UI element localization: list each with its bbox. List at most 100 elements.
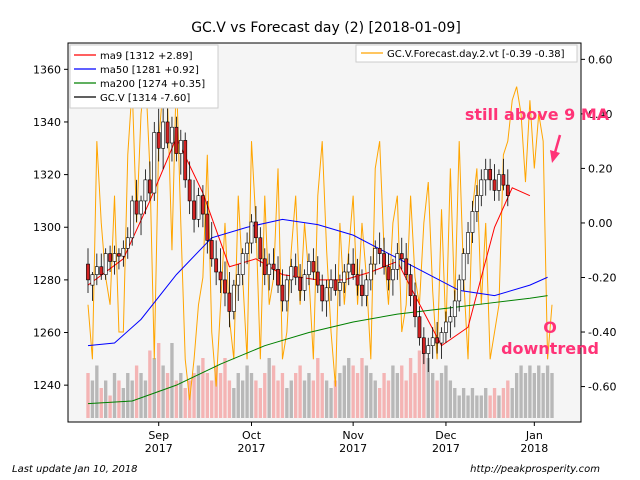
- candle-down: [187, 179, 192, 202]
- candle-up: [324, 287, 329, 302]
- candle-up: [497, 174, 501, 191]
- candle-down: [320, 284, 325, 302]
- volume-bar: [395, 373, 400, 418]
- candle-up: [178, 140, 183, 154]
- candle-down: [174, 126, 179, 154]
- candle-down: [311, 261, 316, 273]
- volume-bar: [289, 380, 293, 418]
- volume-bar: [506, 380, 510, 418]
- volume-bar: [280, 373, 285, 418]
- left-tick-label: 1240: [33, 379, 61, 392]
- volume-bar: [417, 350, 422, 418]
- candle-down: [377, 247, 382, 254]
- axes: 1240 1260 1280 1300 1320 1340 1360 -0.60 -0.40 -0…: [33, 53, 616, 455]
- volume-bar: [528, 365, 532, 418]
- volume-bar: [338, 373, 342, 418]
- volume-bar: [501, 388, 506, 418]
- candle-up: [395, 253, 400, 270]
- candle-up: [170, 126, 174, 144]
- volume-bar: [90, 380, 95, 418]
- volume-bar: [170, 343, 174, 418]
- left-tick-label: 1360: [33, 63, 61, 76]
- candle-up: [130, 200, 135, 239]
- candlestick-series: [86, 106, 510, 372]
- volume-bar: [444, 365, 448, 418]
- volume-bar: [537, 365, 541, 418]
- volume-bars: [86, 343, 554, 418]
- candle-up: [329, 279, 333, 289]
- candle-down: [262, 258, 267, 275]
- candle-up: [448, 316, 453, 323]
- candle-up: [466, 232, 470, 254]
- volume-bar: [413, 373, 417, 418]
- volume-bar: [439, 373, 444, 418]
- x-tick-month: Oct: [242, 429, 262, 442]
- volume-bar: [227, 380, 232, 418]
- volume-bar: [435, 380, 439, 418]
- x-tick-month: Jan: [525, 429, 543, 442]
- candle-down: [223, 279, 227, 294]
- right-tick-label: -0.60: [588, 381, 616, 394]
- volume-bar: [475, 395, 479, 418]
- candle-down: [382, 253, 386, 268]
- candle-down: [298, 276, 303, 291]
- volume-bar: [351, 365, 355, 418]
- candle-up: [439, 332, 444, 344]
- candle-up: [470, 211, 475, 233]
- volume-bar: [347, 358, 351, 418]
- volume-bar: [174, 380, 179, 418]
- candle-down: [435, 337, 439, 344]
- candle-up: [139, 200, 143, 215]
- volume-bar: [294, 373, 298, 418]
- volume-bar: [377, 388, 382, 418]
- volume-bar: [263, 373, 267, 418]
- volume-bar: [108, 395, 112, 418]
- candle-up: [342, 271, 347, 283]
- volume-bar: [488, 395, 492, 418]
- volume-bar: [422, 343, 426, 418]
- candle-up: [267, 263, 272, 275]
- volume-bar: [214, 365, 218, 418]
- candle-up: [483, 169, 488, 181]
- legend-ma50-label: ma50 [1281 +0.92]: [100, 65, 199, 76]
- x-tick-year: 2017: [339, 442, 367, 455]
- volume-bar: [386, 380, 391, 418]
- right-tick-label: -0.40: [588, 326, 616, 339]
- volume-bar: [320, 373, 324, 418]
- volume-bar: [311, 380, 316, 418]
- volume-bar: [302, 380, 307, 418]
- candle-up: [391, 269, 395, 281]
- volume-bar: [470, 388, 475, 418]
- volume-bar: [369, 373, 373, 418]
- candle-up: [90, 274, 95, 286]
- volume-bar: [183, 388, 187, 418]
- candle-up: [112, 253, 117, 262]
- candle-up: [474, 195, 479, 212]
- candle-down: [488, 169, 493, 181]
- volume-bar: [276, 380, 280, 418]
- legend-ma200-label: ma200 [1274 +0.35]: [100, 79, 205, 90]
- annotation-downtrend: downtrend: [501, 339, 599, 358]
- right-tick-label: 0.40: [588, 108, 613, 121]
- candle-down: [258, 237, 263, 260]
- x-tick-year: 2017: [145, 442, 173, 455]
- legend-forecast-label: GC.V.Forecast.day.2.vt [-0.39 -0.38]: [387, 49, 565, 60]
- volume-bar: [316, 358, 320, 418]
- volume-bar: [541, 373, 545, 418]
- x-tick-year: 2017: [238, 442, 266, 455]
- candle-down: [276, 269, 280, 286]
- volume-bar: [523, 373, 528, 418]
- left-tick-label: 1320: [33, 169, 61, 182]
- volume-bar: [492, 388, 497, 418]
- candle-up: [289, 266, 294, 281]
- candle-up: [444, 321, 448, 333]
- candle-up: [240, 253, 245, 275]
- volume-bar: [532, 373, 537, 418]
- left-tick-label: 1280: [33, 274, 61, 287]
- candle-down: [227, 292, 232, 312]
- volume-bar: [400, 365, 404, 418]
- volume-bar: [271, 365, 276, 418]
- candle-down: [421, 337, 426, 354]
- right-tick-label: 0.60: [588, 53, 613, 66]
